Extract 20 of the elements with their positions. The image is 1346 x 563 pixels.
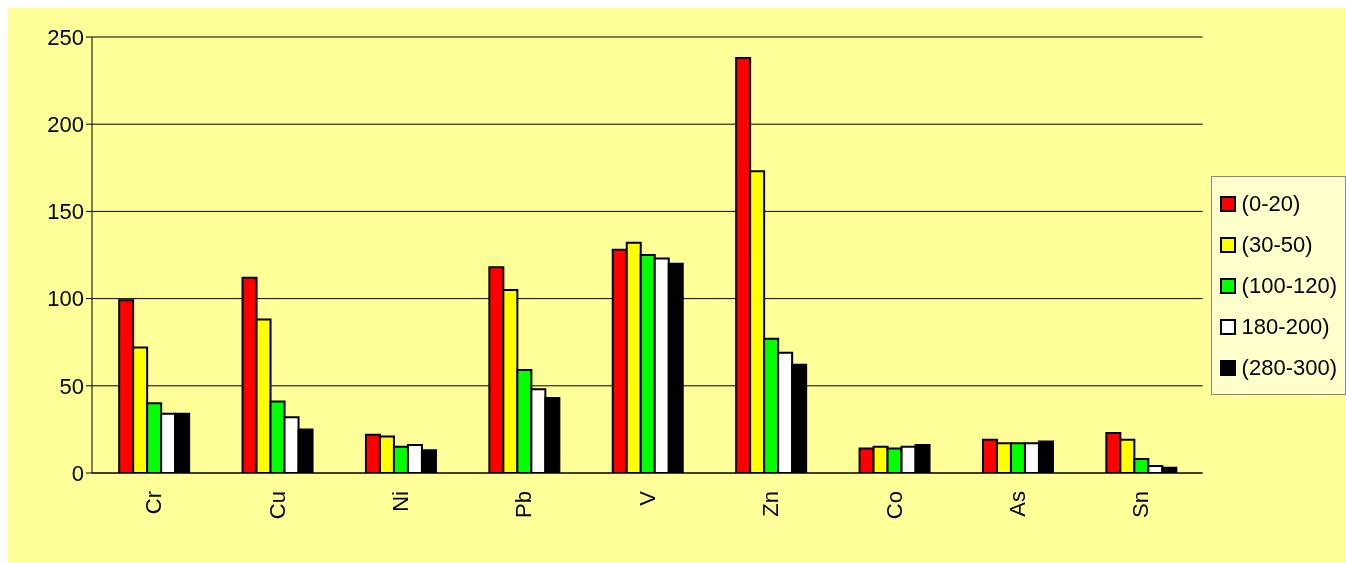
- y-tick-label: 0: [71, 460, 84, 486]
- x-tick-label: Zn: [758, 491, 784, 517]
- x-tick-label: As: [1005, 491, 1031, 517]
- legend-label: (30-50): [1241, 231, 1313, 258]
- y-tick-label: 200: [47, 112, 84, 138]
- x-tick-label: Pb: [511, 491, 537, 518]
- x-tick-label: Cu: [264, 491, 290, 520]
- x-tick-label: Ni: [388, 491, 413, 512]
- legend-label: (0-20): [1241, 190, 1301, 217]
- y-tick-label: 250: [47, 24, 84, 50]
- y-tick-label: 50: [59, 373, 84, 399]
- legend-label: 180-200): [1241, 313, 1330, 340]
- x-tick-label: Cr: [141, 491, 167, 515]
- legend-label: (100-120): [1241, 272, 1337, 299]
- x-tick-label: Co: [881, 491, 907, 520]
- x-tick-label: V: [634, 490, 660, 506]
- x-tick-label: Sn: [1128, 491, 1154, 518]
- legend-label: (280-300): [1241, 354, 1337, 381]
- y-tick-label: 100: [47, 286, 84, 312]
- y-tick-label: 150: [47, 199, 84, 225]
